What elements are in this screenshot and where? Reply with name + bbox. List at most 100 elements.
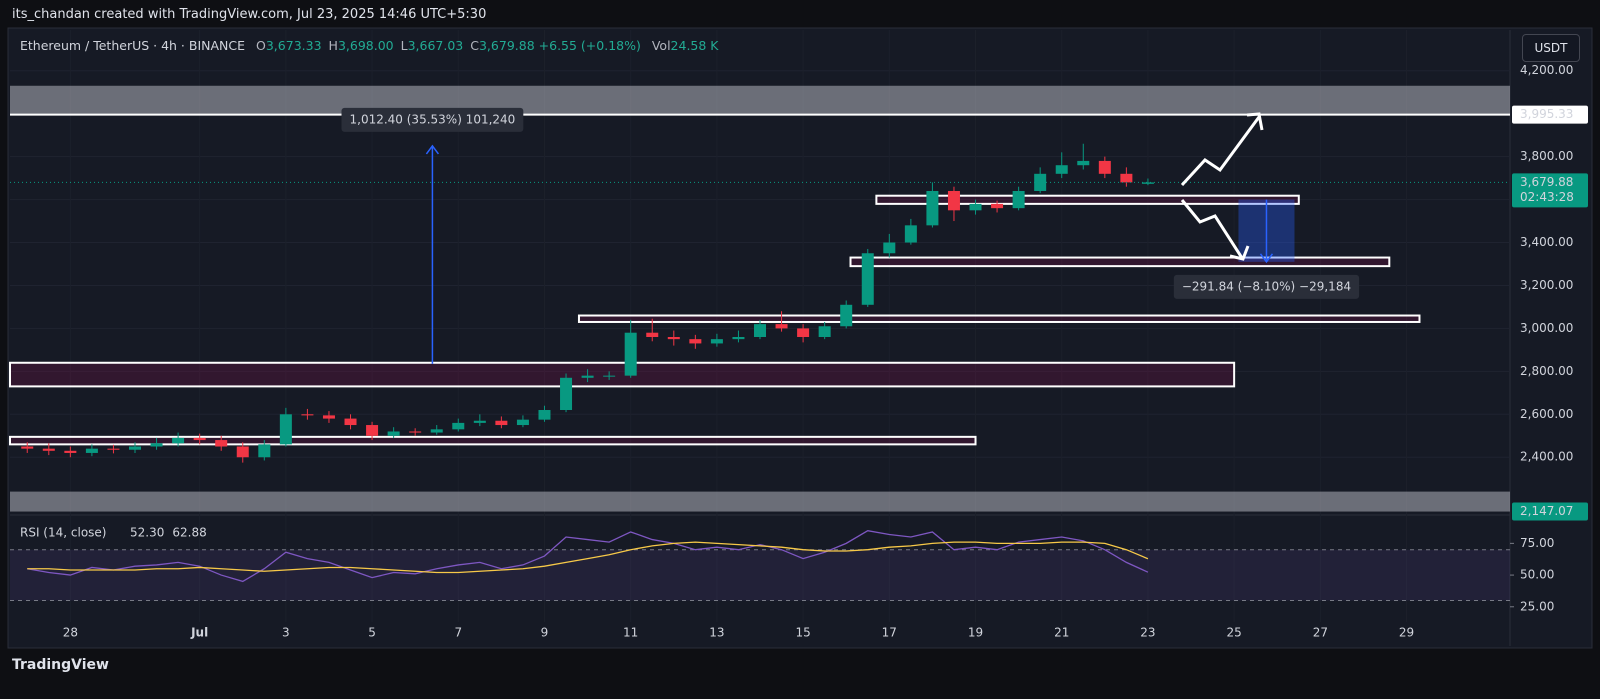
chart-panel — [7, 27, 1593, 649]
candle-body — [107, 448, 120, 450]
candle-body — [560, 377, 573, 411]
rsi-tick-label: 25.00 — [1520, 599, 1554, 613]
candle-body — [193, 437, 206, 441]
candle-body — [732, 336, 745, 340]
candle-body — [775, 324, 788, 329]
brand: TradingView — [12, 657, 109, 673]
down-arrowhead — [1229, 245, 1250, 261]
candle-body — [495, 420, 508, 426]
credit: its_chandan created with TradingView.com… — [12, 7, 487, 22]
y-tick-label: 2,400.00 — [1520, 450, 1573, 464]
y-tick-label: 4,200.00 — [1520, 63, 1573, 77]
candle-body — [387, 431, 400, 436]
candle-body — [150, 443, 163, 447]
legend-key: C — [470, 38, 479, 53]
x-tick-label: 13 — [709, 626, 724, 640]
measure-arrowhead — [425, 144, 440, 155]
rsi-band — [10, 549, 1510, 601]
candle-body — [172, 437, 185, 444]
last-price-box — [1512, 173, 1588, 208]
candle-body — [236, 446, 249, 458]
x-tick-label: 17 — [882, 626, 897, 640]
candle-body — [279, 414, 292, 445]
down-projection — [1180, 199, 1244, 259]
y-tick-label: 2,800.00 — [1520, 364, 1573, 378]
candle-body — [861, 253, 874, 305]
candle-body — [215, 440, 228, 447]
candle-body — [1055, 165, 1068, 174]
currency-button[interactable]: USDT — [1522, 34, 1580, 62]
y-tick-label: 3,000.00 — [1520, 321, 1573, 335]
candle-body — [430, 429, 443, 433]
zone — [9, 361, 1236, 388]
candle-body — [452, 422, 465, 430]
y-tick-label: 3,200.00 — [1520, 278, 1573, 292]
x-tick-label: 21 — [1054, 626, 1069, 640]
x-tick-label: 7 — [454, 626, 462, 640]
candle-body — [538, 410, 551, 420]
x-tick-label: 25 — [1226, 626, 1241, 640]
zone — [9, 435, 977, 446]
x-tick-label: 27 — [1313, 626, 1328, 640]
candle-body — [710, 339, 723, 344]
rsi-title: RSI (14, close) — [20, 526, 106, 540]
bottom-label: 2,147.07 — [1520, 504, 1573, 518]
candle-body — [1120, 173, 1133, 183]
candle-body — [1034, 173, 1047, 191]
level-label: 3,995.33 — [1520, 107, 1573, 121]
projection-arrows — [1180, 112, 1264, 261]
candle-body — [840, 304, 853, 327]
candle-body — [85, 448, 98, 453]
legend-key: O — [256, 38, 266, 53]
candle-body — [818, 326, 831, 337]
x-tick-label: 23 — [1140, 626, 1155, 640]
volume-value: 24.58 K — [670, 38, 719, 53]
candle-body — [904, 225, 917, 243]
candle-body — [947, 190, 960, 211]
candle-body — [797, 328, 810, 337]
candle-body — [409, 431, 422, 433]
candle-body — [42, 448, 55, 451]
candle-body — [646, 332, 659, 337]
legend-value: 3,679.88 — [478, 38, 535, 53]
candle-body — [1141, 182, 1154, 184]
rsi-tick-label: 50.00 — [1520, 568, 1554, 582]
plot: 2,400.00 2,600.00 2,800.00 3,000.00 3,200.00… — [9, 30, 1588, 640]
candle-body — [1012, 190, 1025, 209]
candle-body — [258, 444, 271, 458]
up-projection — [1180, 116, 1261, 187]
candle-body — [603, 375, 616, 377]
legend-key: H — [328, 38, 338, 53]
rsi-legend-value: 62.88 — [172, 526, 206, 540]
rsi-tick-label: 75.00 — [1520, 536, 1554, 550]
x-tick-label: 28 — [63, 626, 78, 640]
zone — [875, 194, 1300, 205]
rsi-line — [27, 530, 1149, 583]
candle-body — [1098, 160, 1111, 174]
bottom-label-box — [1512, 502, 1588, 521]
x-tick-label: 15 — [795, 626, 810, 640]
y-tick-label: 3,800.00 — [1520, 149, 1573, 163]
up-arrowhead — [1246, 112, 1264, 131]
candle-body — [129, 446, 141, 450]
measure-label: 1,012.40 (35.53%) 101,240 — [350, 112, 516, 126]
candle-body — [1077, 160, 1090, 166]
ohlc-legend: O3,673.33 H3,698.00 L3,667.03 C3,679.88 — [249, 38, 535, 53]
candle-body — [516, 419, 529, 426]
last-price-label: 3,679.88 — [1520, 175, 1573, 189]
legend-value: 3,673.33 — [265, 38, 322, 53]
candle-body — [926, 190, 939, 226]
legend: Ethereum / TetherUS · 4h · BINANCE O3,67… — [20, 38, 719, 53]
candle-body — [21, 446, 34, 449]
measure-label: −291.84 (−8.10%) −29,184 — [1182, 279, 1351, 293]
candle-body — [667, 336, 680, 340]
countdown: 02:43:28 — [1520, 190, 1574, 204]
gray-band — [10, 85, 1510, 115]
candle-body — [689, 339, 702, 344]
x-tick-label: 11 — [623, 626, 638, 640]
y-tick-label: 3,400.00 — [1520, 235, 1573, 249]
zone — [577, 314, 1421, 323]
level-label-box — [1512, 105, 1588, 124]
candle-body — [754, 324, 766, 337]
